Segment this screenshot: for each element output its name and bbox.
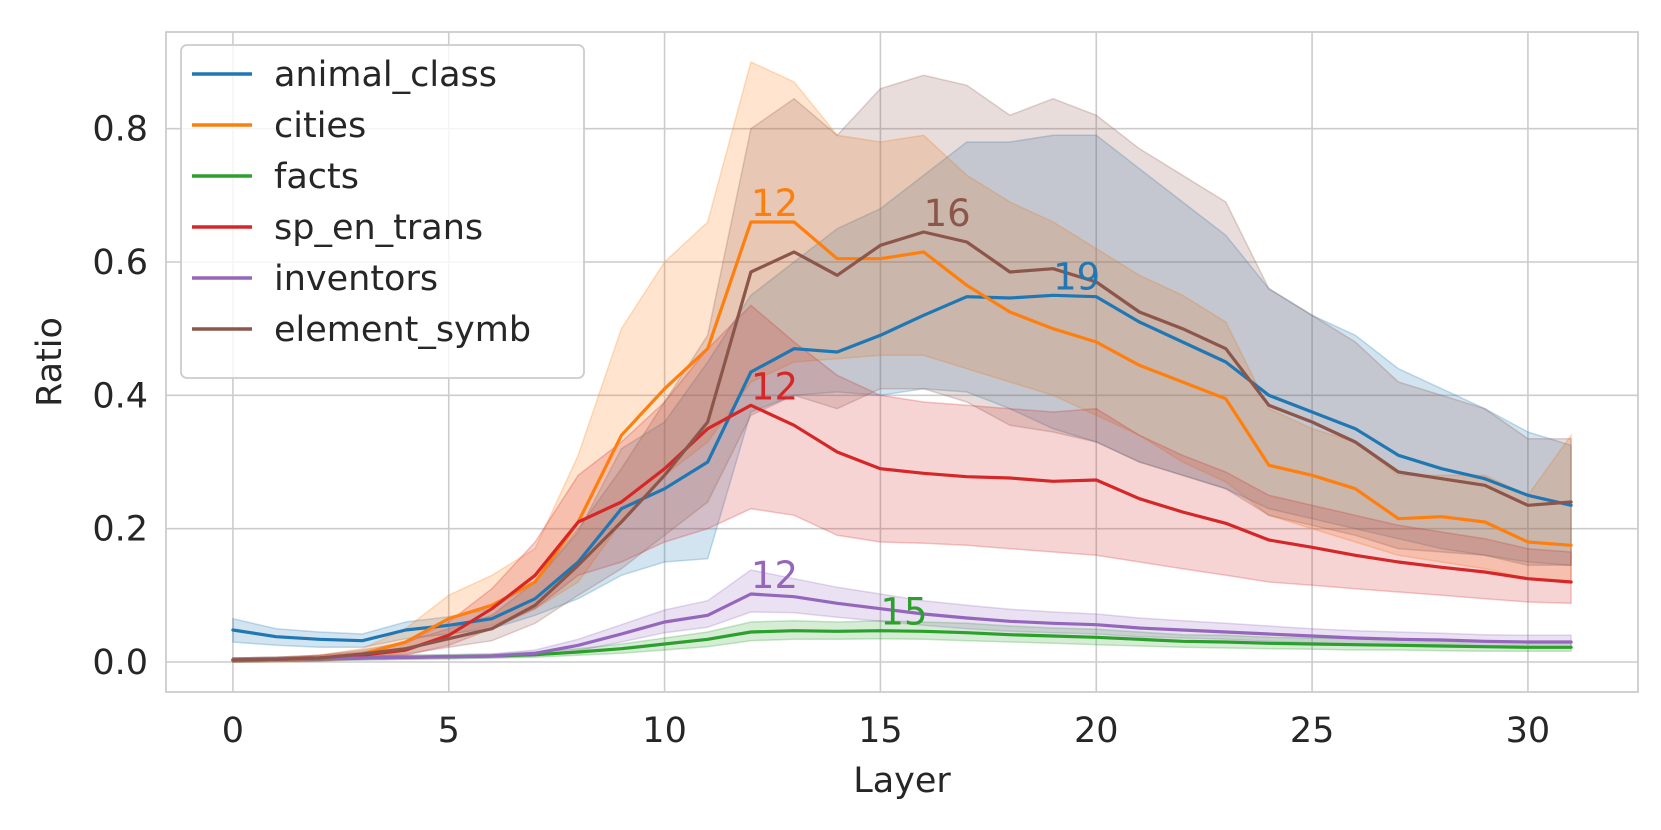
x-tick-label: 15 <box>858 711 903 751</box>
x-axis-label: Layer <box>853 761 951 801</box>
x-tick-label: 0 <box>222 711 244 751</box>
peak-labels: 19 12 15 12 12 16 <box>751 182 1100 634</box>
plot-frame <box>165 31 1639 693</box>
x-tick-label: 25 <box>1290 711 1335 751</box>
legend-label-element_symb: element_symb <box>274 310 531 350</box>
y-tick-label: 0.6 <box>92 243 148 283</box>
peak-label-cities: 12 <box>751 182 798 225</box>
y-tick-label: 0.4 <box>92 376 148 416</box>
y-axis-label: Ratio <box>30 317 70 407</box>
line-animal_class <box>231 293 1573 643</box>
peak-label-sp_en_trans: 12 <box>751 365 798 408</box>
y-tick-label: 0.2 <box>92 510 148 550</box>
band-animal_class <box>232 134 1572 649</box>
band-element_symb <box>232 74 1572 663</box>
line-sp_en_trans <box>231 403 1573 662</box>
legend-label-facts: facts <box>274 157 359 197</box>
legend-label-cities: cities <box>274 106 366 146</box>
peak-label-element_symb: 16 <box>924 192 971 235</box>
x-tick-label: 10 <box>642 711 687 751</box>
legend-box <box>180 44 585 379</box>
legend-label-sp_en_trans: sp_en_trans <box>274 208 483 248</box>
tick-labels: 0 5 10 15 20 25 30 0.0 0.2 0.4 0.6 0.8 <box>92 110 1550 751</box>
y-tick-label: 0.0 <box>92 643 148 683</box>
legend-label-inventors: inventors <box>274 259 438 299</box>
legend-label-animal_class: animal_class <box>274 55 497 95</box>
peak-label-animal_class: 19 <box>1053 255 1100 298</box>
y-tick-label: 0.8 <box>92 110 148 150</box>
peak-label-facts: 15 <box>880 591 927 634</box>
x-tick-label: 20 <box>1074 711 1119 751</box>
line-inventors <box>231 592 1573 662</box>
line-cities <box>231 220 1573 662</box>
line-element_symb <box>231 230 1573 662</box>
series-lines <box>231 220 1573 662</box>
x-tick-label: 5 <box>438 711 460 751</box>
peak-label-inventors: 12 <box>751 554 798 597</box>
x-tick-label: 30 <box>1506 711 1551 751</box>
